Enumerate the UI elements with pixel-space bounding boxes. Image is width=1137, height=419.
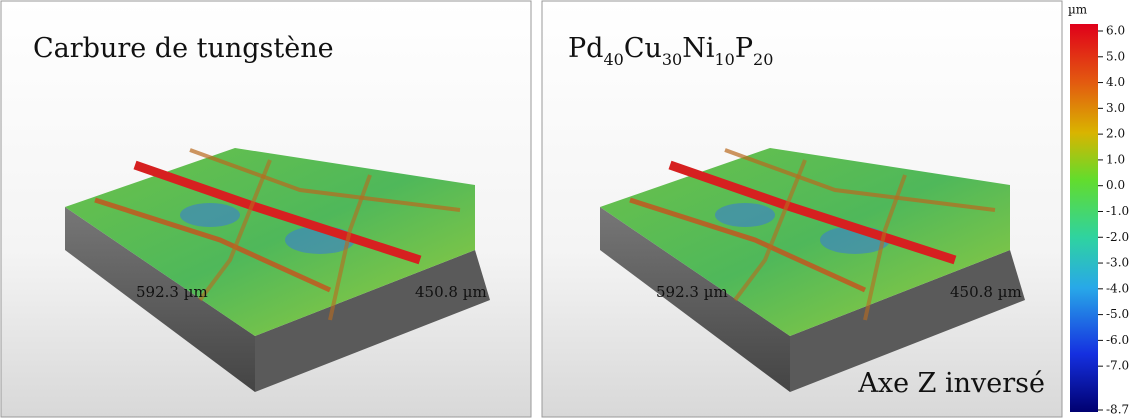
title-part: P <box>735 33 753 64</box>
colorbar-tick-label: -6.0 <box>1106 333 1129 347</box>
colorbar-tick-label: -8.7 <box>1106 403 1129 417</box>
colorbar-tick-label: -4.0 <box>1106 281 1129 295</box>
colorbar-tick-label: -5.0 <box>1106 307 1129 321</box>
colorbar-tick-label: -3.0 <box>1106 256 1129 270</box>
x-dimension: 592.3 µm <box>656 283 728 301</box>
panel-title: Carbure de tungstène <box>33 33 334 64</box>
title-part: Carbure de tungstène <box>33 33 334 64</box>
colorbar-tick-label: 0.0 <box>1106 178 1125 192</box>
title-part: Cu <box>624 33 662 64</box>
colorbar-tick-label: -2.0 <box>1106 230 1129 244</box>
colorbar-tick-label: 4.0 <box>1106 75 1125 89</box>
title-subscript: 10 <box>715 50 735 69</box>
title-part: Ni <box>682 33 715 64</box>
panel-2: Pd40Cu30Ni10P20 592.3 µm 450.8 µm Axe Z … <box>541 0 1063 418</box>
colorbar: µm 6.0 5.0 4.0 3.0 2.0 1.0 0.0 -1.0 -2.0 -3.0 -4.0… <box>1068 3 1129 417</box>
colorbar-scale <box>1070 24 1098 412</box>
colorbar-tick-label: -7.0 <box>1106 359 1129 373</box>
colorbar-tick-label: 3.0 <box>1106 101 1125 115</box>
title-subscript: 20 <box>753 50 773 69</box>
title-subscript: 30 <box>662 50 682 69</box>
title-subscript: 40 <box>603 50 623 69</box>
colorbar-unit: µm <box>1068 3 1088 17</box>
title-part: Pd <box>568 33 603 64</box>
colorbar-tick-label: 6.0 <box>1106 24 1125 38</box>
colorbar-tick-label: 5.0 <box>1106 49 1125 63</box>
y-dimension: 450.8 µm <box>415 283 487 301</box>
panel-title: Pd40Cu30Ni10P20 <box>568 33 773 69</box>
colorbar-tick-label: 1.0 <box>1106 152 1125 166</box>
panel-1: Carbure de tungstène 592.3 µm 450.8 µm <box>0 0 532 418</box>
y-dimension: 450.8 µm <box>950 283 1022 301</box>
colorbar-tick-label: -1.0 <box>1106 204 1129 218</box>
x-dimension: 592.3 µm <box>136 283 208 301</box>
note: Axe Z inversé <box>857 368 1045 399</box>
colorbar-tick-label: 2.0 <box>1106 127 1125 141</box>
